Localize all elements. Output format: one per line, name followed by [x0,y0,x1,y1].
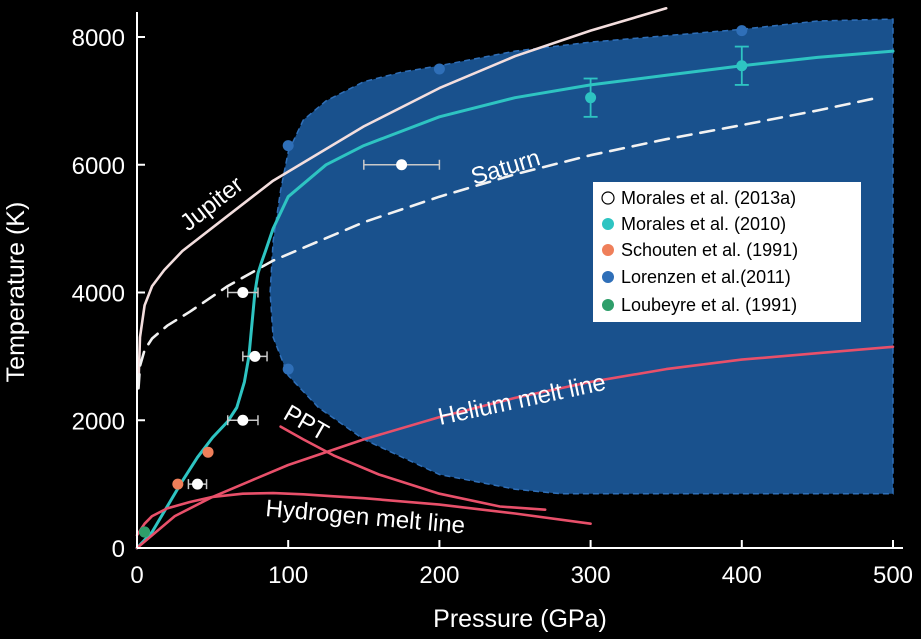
legend-item-schouten-1991: Schouten et al. (1991) [602,240,798,260]
legend-marker [602,271,614,283]
legend-item-lorenzen-2011: Lorenzen et al.(2011) [602,267,791,287]
data-point-schouten-et-al-1991 [172,478,184,490]
y-tick-label: 0 [112,536,125,563]
data-point-lorenzen-et-al-2011 [736,25,748,37]
legend-label: Loubeyre et al. (1991) [621,295,797,315]
x-tick-label: 500 [873,562,913,589]
legend-box [593,182,861,322]
legend-marker [602,244,614,256]
data-point-morales-et-al-2010 [585,92,597,104]
plot-region-layer [269,18,894,495]
y-tick-label: 4000 [72,281,125,308]
legend-label: Morales et al. (2013a) [621,188,796,208]
curve-hydrogen-melt-line [135,491,592,537]
legend-item-loubeyre-1991: Loubeyre et al. (1991) [602,295,797,315]
y-axis-title: Temperature (K) [2,202,30,383]
data-point-morales-et-al-2013a [249,350,261,362]
x-tick-label: 100 [268,562,308,589]
legend: Morales et al. (2013a) Morales et al. (2… [593,182,861,322]
data-point-loubeyre-et-al-1991 [139,526,151,538]
data-point-schouten-et-al-1991 [202,446,214,458]
legend-marker [602,218,614,230]
data-point-lorenzen-et-al-2011 [282,363,294,375]
axis-layer: 0 100 200 300 400 500 0 2000 4000 6000 8000 [72,12,913,589]
legend-label: Lorenzen et al.(2011) [621,267,791,287]
curve-ppt [279,425,547,511]
curve-jupiter [137,7,668,384]
data-point-morales-et-al-2013a [191,478,203,490]
data-point-morales-et-al-2010 [736,60,748,72]
x-tick-label: 400 [722,562,762,589]
shaded-region [269,18,894,495]
curve-layer [135,7,895,550]
x-tick-label: 200 [419,562,459,589]
x-tick-label: 0 [130,562,143,589]
data-point-morales-et-al-2013a [237,287,249,298]
data-point-morales-et-al-2013a [237,414,249,426]
legend-label: Morales et al. (2010) [621,214,786,234]
data-point-lorenzen-et-al-2011 [282,140,294,152]
legend-marker [602,299,614,311]
y-tick-label: 2000 [72,408,125,435]
curve-saturn [137,96,880,390]
y-tick-label: 6000 [72,153,125,180]
x-tick-label: 300 [571,562,611,589]
curve-morales-2010-fit [135,49,895,550]
data-point-layer [139,25,749,538]
data-point-lorenzen-et-al-2011 [433,63,445,75]
y-tick-label: 8000 [72,25,125,52]
legend-item-morales-2010: Morales et al. (2010) [602,214,786,234]
legend-label: Schouten et al. (1991) [621,240,798,260]
legend-marker [601,191,615,205]
x-axis-title: Pressure (GPa) [433,605,607,633]
data-point-morales-et-al-2013a [396,159,408,171]
legend-item-morales-2013a: Morales et al. (2013a) [601,188,796,208]
